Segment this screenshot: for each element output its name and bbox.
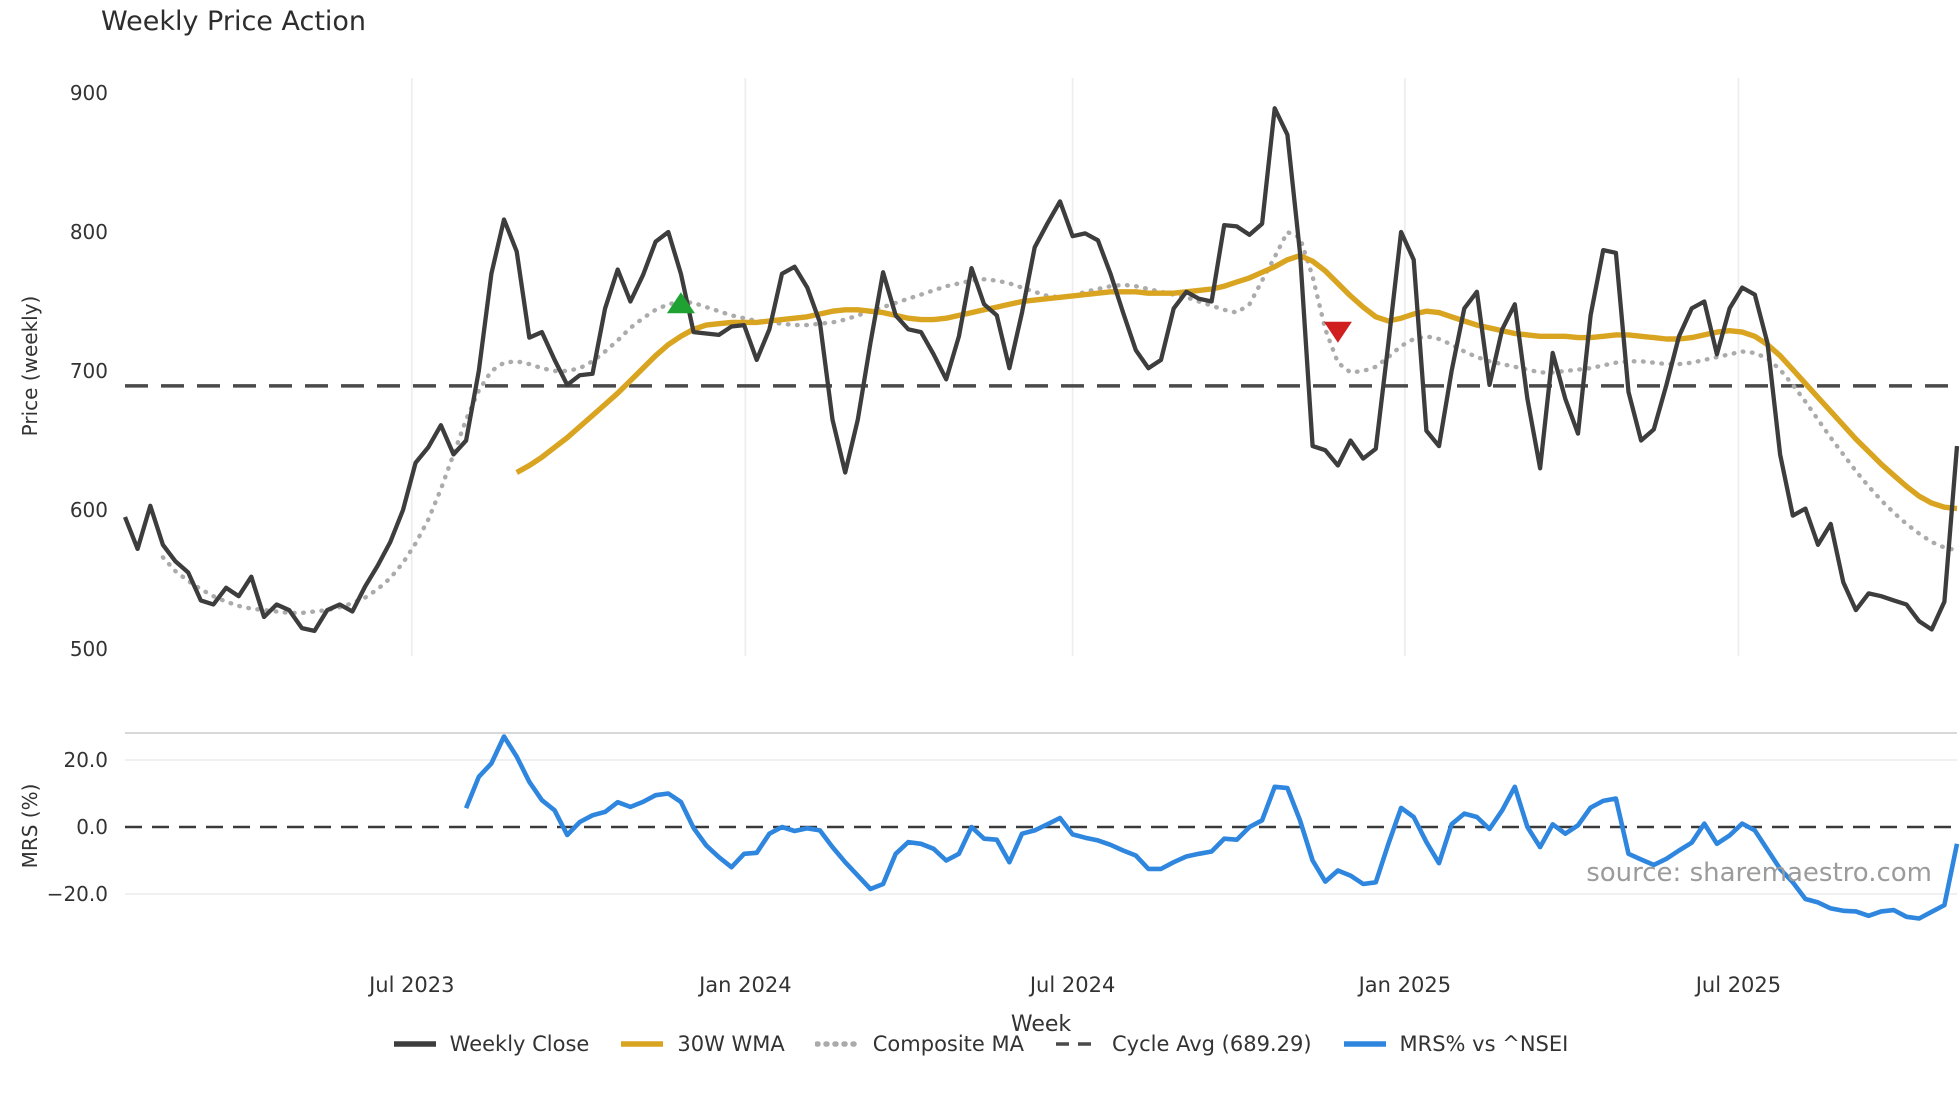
legend-label: Cycle Avg (689.29): [1112, 1032, 1312, 1056]
legend-label: Weekly Close: [449, 1032, 590, 1056]
legend-label: MRS% vs ^NSEI: [1399, 1032, 1569, 1056]
legend-swatch-icon: [1343, 1041, 1386, 1047]
x-tick-label: Jul 2024: [1028, 973, 1115, 997]
price-tick-label: 600: [70, 498, 108, 522]
price-tick-label: 900: [70, 81, 108, 105]
legend-item-30w-wma: 30W WMA: [619, 1032, 785, 1056]
legend-item-cycle-avg-689-29: Cycle Avg (689.29): [1054, 1032, 1312, 1056]
legend-swatch-icon: [393, 1041, 436, 1047]
mrs-tick-label: 0.0: [76, 815, 108, 839]
price-tick-label: 800: [70, 220, 108, 244]
price-tick-label: 500: [70, 637, 108, 661]
mrs-line: [463, 734, 1960, 921]
legend-item-composite-ma: Composite MA: [814, 1032, 1025, 1056]
composite-ma-line: [160, 229, 1960, 616]
price-axis-label: Price (weekly): [18, 295, 42, 437]
price-tick-label: 700: [70, 359, 108, 383]
x-tick-label: Jan 2024: [697, 973, 792, 997]
legend-swatch-icon: [1056, 1042, 1099, 1046]
weekly-close-line: [123, 106, 1960, 634]
legend-swatch-icon: [621, 1041, 664, 1047]
mrs-axis-label: MRS (%): [18, 783, 42, 869]
x-tick-label: Jul 2023: [367, 973, 454, 997]
page-title: Weekly Price Action: [101, 6, 367, 37]
mrs-tick-label: 20.0: [63, 748, 108, 772]
buy-signal-marker: [666, 292, 695, 314]
x-axis-label: Week: [1010, 1012, 1072, 1037]
watermark: source: sharemaestro.com: [1586, 858, 1932, 888]
legend: Weekly Close 30W WMA Composite MA Cycle Avg…: [0, 1032, 1960, 1056]
legend-label: 30W WMA: [677, 1032, 785, 1056]
wma-30w-line: [515, 252, 1958, 512]
legend-swatch-icon: [814, 1041, 861, 1047]
x-tick-label: Jan 2025: [1357, 973, 1452, 997]
legend-item-mrs-vs-nsei: MRS% vs ^NSEI: [1342, 1032, 1569, 1056]
legend-label: Composite MA: [872, 1032, 1025, 1056]
sell-signal-marker: [1323, 321, 1352, 343]
x-tick-label: Jul 2025: [1694, 973, 1781, 997]
mrs-tick-label: −20.0: [47, 882, 108, 906]
legend-item-weekly-close: Weekly Close: [392, 1032, 590, 1056]
